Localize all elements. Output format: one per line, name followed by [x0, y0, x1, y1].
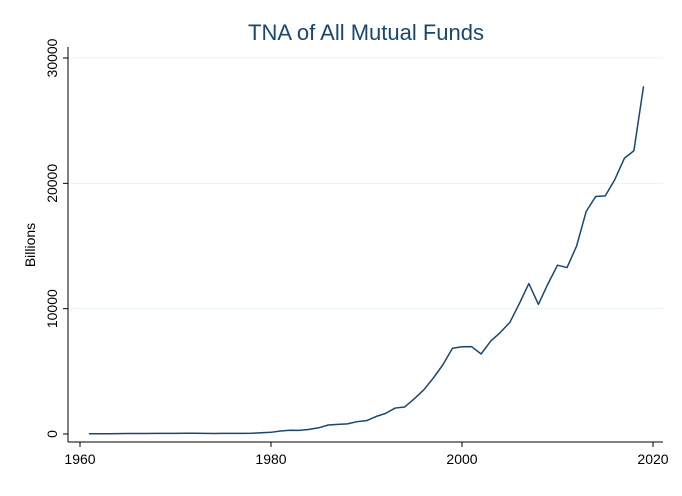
x-tick-label: 2000 — [446, 451, 477, 467]
y-axis-label: Billions — [22, 223, 38, 267]
y-tick-label: 30000 — [44, 38, 60, 77]
x-ticks: 1960 1980 2000 2020 — [64, 442, 669, 467]
chart-title: TNA of All Mutual Funds — [248, 20, 484, 45]
plot-area — [68, 47, 663, 442]
y-ticks: 0 10000 20000 30000 — [44, 38, 68, 438]
x-tick-label: 2020 — [637, 451, 668, 467]
series — [88, 86, 645, 435]
grid-lines — [68, 57, 663, 310]
y-tick-label: 0 — [44, 430, 60, 438]
y-tick-label: 20000 — [44, 164, 60, 203]
x-tick-label: 1960 — [64, 451, 95, 467]
y-tick-label: 10000 — [44, 289, 60, 328]
x-tick-label: 1980 — [255, 451, 286, 467]
axes — [67, 47, 663, 443]
series-line — [88, 86, 645, 435]
